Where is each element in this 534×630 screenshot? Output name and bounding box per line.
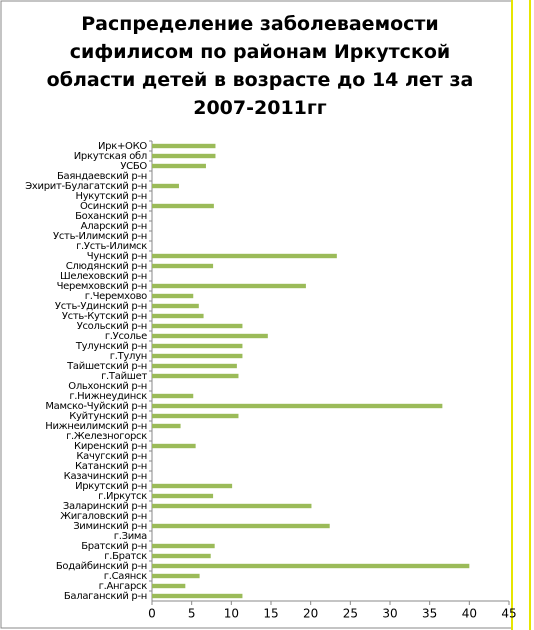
y-tick-label: Чунский р-н: [87, 251, 147, 262]
bar: [152, 363, 237, 369]
y-tick-label: Ольхонский р-н: [68, 381, 147, 392]
y-tick-label: г.Иркутск: [98, 491, 147, 502]
y-tick-label: Зиминский р-н: [73, 521, 147, 532]
y-tick-label: Иркутский р-н: [75, 481, 147, 492]
y-tick-label: г.Железногорск: [66, 431, 147, 442]
y-tick-label: Жигаловский р-н: [60, 511, 147, 522]
y-tick-label: Боханский р-н: [75, 211, 147, 222]
bar: [152, 443, 196, 449]
y-tick-label: Усть-Илимский р-н: [53, 231, 147, 242]
x-tick-label: 35: [422, 607, 437, 621]
x-tick-label: 0: [148, 607, 156, 621]
bar: [152, 203, 214, 209]
chart-title: Распределение заболеваемости сифилисом п…: [46, 13, 474, 119]
x-tick-label: 30: [382, 607, 397, 621]
bar: [152, 413, 239, 419]
bar: [152, 593, 243, 599]
x-tick-label: 10: [224, 607, 239, 621]
y-tick-label: Казачинский р-н: [64, 471, 147, 482]
y-tick-label: Усть-Кутский р-н: [62, 311, 147, 322]
y-tick-label: Ирк+ОКО: [98, 141, 147, 152]
bar: [152, 483, 233, 489]
y-tick-label: г.Тулун: [110, 351, 147, 362]
y-tick-label: г.Нижнеудинск: [69, 391, 147, 402]
y-tick-label: Аларский р-н: [81, 221, 147, 232]
y-tick-label: Усть-Удинский р-н: [55, 301, 147, 312]
x-tick-label: 5: [188, 607, 196, 621]
bar: [152, 333, 268, 339]
y-tick-label: Братский р-н: [81, 541, 147, 552]
y-tick-label: Заларинский р-н: [63, 501, 147, 512]
y-tick-label: Киренский р-н: [74, 441, 147, 452]
bar: [152, 403, 443, 409]
x-tick-label: 40: [462, 607, 477, 621]
y-tick-label: Качугский р-н: [76, 451, 147, 462]
y-tick-label: Черемховский р-н: [57, 281, 147, 292]
y-tick-label: Тулунский р-н: [75, 341, 147, 352]
x-tick-label: 20: [303, 607, 318, 621]
bar: [152, 313, 204, 319]
y-tick-label: г.Саянск: [104, 571, 147, 582]
y-tick-label: г.Усть-Илимск: [76, 241, 147, 252]
bar: [152, 523, 330, 529]
y-tick-label: г.Ангарск: [99, 581, 148, 592]
bar: [152, 143, 216, 149]
bar: [152, 353, 243, 359]
bar: [152, 553, 211, 559]
y-tick-label: Осинский р-н: [80, 201, 147, 212]
y-tick-label: Усольский р-н: [77, 321, 147, 332]
y-tick-label: г.Тайшет: [101, 371, 147, 382]
x-tick-label: 45: [501, 607, 516, 621]
y-tick-label: УСБО: [120, 161, 147, 172]
bar: [152, 493, 214, 499]
bar: [152, 573, 200, 579]
y-tick-label: Эхирит-Булагатский р-н: [25, 181, 147, 192]
y-tick-label: Слюдянский р-н: [66, 261, 147, 272]
bar: [152, 283, 306, 289]
y-tick-label: г.Зима: [114, 531, 147, 542]
bar: [152, 393, 194, 399]
y-tick-label: Шелеховский р-н: [60, 271, 147, 282]
x-tick-label: 25: [343, 607, 358, 621]
bar: [152, 183, 179, 189]
bar: [152, 293, 194, 299]
bar: [152, 253, 337, 259]
y-tick-label: Иркутская обл: [74, 151, 147, 162]
bar: [152, 323, 243, 329]
y-tick-label: Бодайбинский р-н: [56, 561, 147, 572]
y-tick-label: г.Усолье: [105, 331, 147, 342]
y-tick-label: Балаганский р-н: [64, 591, 147, 602]
y-tick-label: Катанский р-н: [75, 461, 147, 472]
bar: [152, 263, 214, 269]
y-tick-label: г.Братск: [104, 551, 147, 562]
bar: [152, 303, 199, 309]
y-tick-label: Куйтунский р-н: [69, 411, 147, 422]
bar: [152, 543, 215, 549]
bar: [152, 503, 312, 509]
y-tick-label: Нукутский р-н: [75, 191, 147, 202]
x-tick-label: 15: [263, 607, 278, 621]
y-tick-label: Баяндаевский р-н: [57, 171, 147, 182]
bar: [152, 163, 206, 169]
bar: [152, 423, 181, 429]
bar: [152, 583, 186, 589]
y-tick-label: Тайшетский р-н: [66, 361, 147, 372]
bar: [152, 153, 216, 159]
bar: [152, 343, 243, 349]
y-tick-label: Нижнеилимский р-н: [45, 421, 147, 432]
bar: [152, 563, 470, 569]
y-tick-label: г.Черемхово: [85, 291, 147, 302]
bar: [152, 373, 239, 379]
y-tick-label: Мамско-Чуйский р-н: [45, 401, 147, 412]
